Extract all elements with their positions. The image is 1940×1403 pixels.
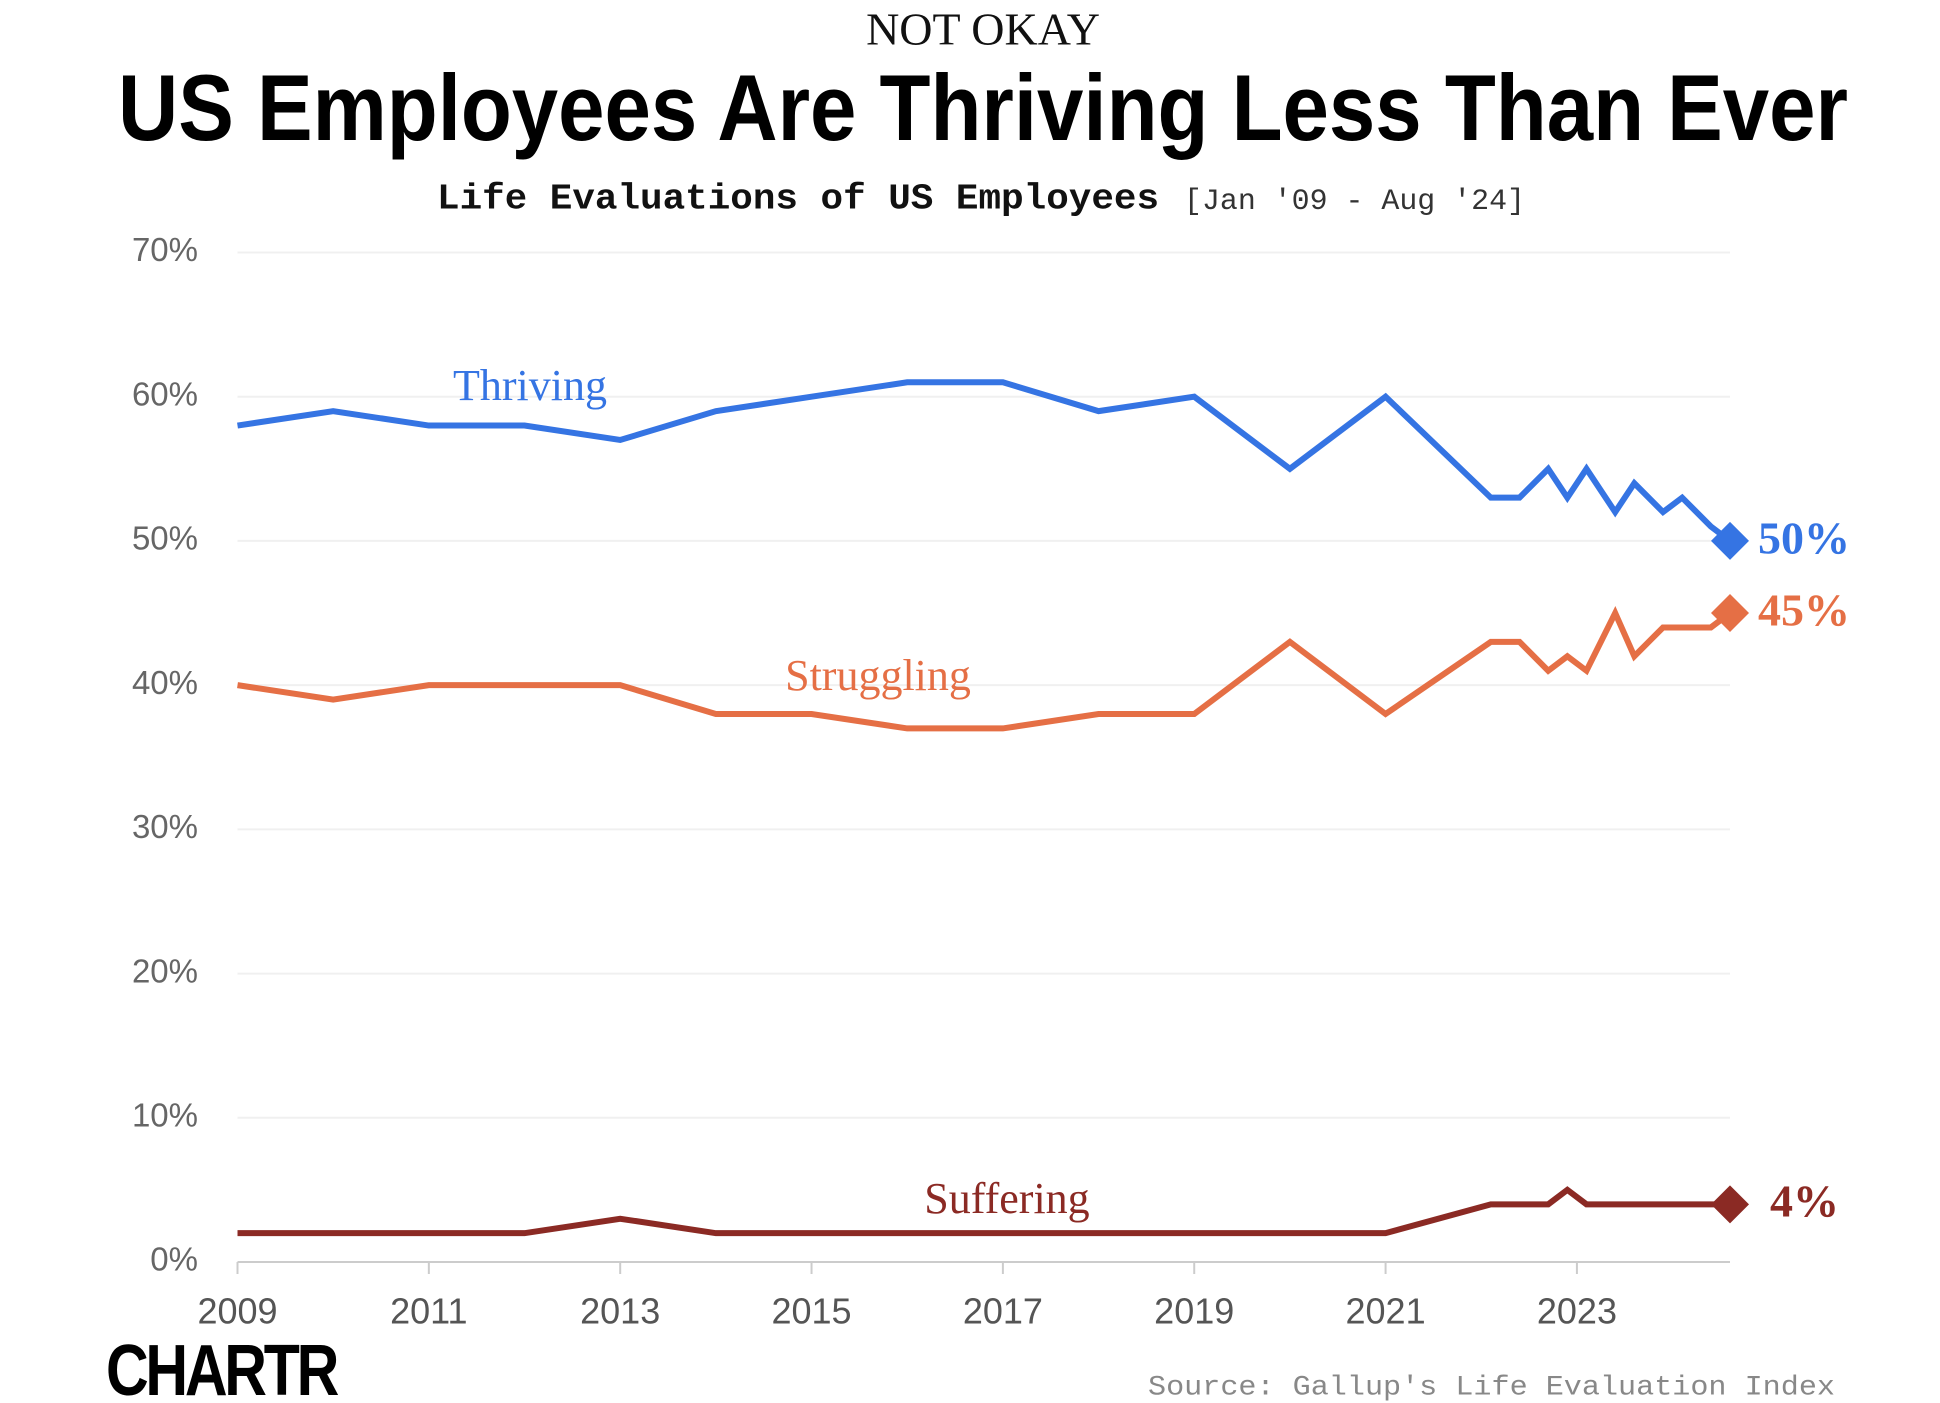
x-tick-label: 2011 [390, 1291, 467, 1332]
source: Source: Gallup's Life Evaluation Index [1148, 1372, 1835, 1403]
end-label: 50% [1758, 513, 1850, 564]
series-label: Thriving [453, 361, 607, 410]
x-tick-label: 2017 [963, 1291, 1043, 1332]
x-tick-label: 2015 [771, 1291, 851, 1332]
end-marker [1711, 521, 1749, 560]
end-label: 4% [1770, 1176, 1839, 1227]
x-tick-label: 2023 [1537, 1291, 1617, 1332]
logo: CHARTR [106, 1331, 338, 1403]
end-label: 45% [1758, 585, 1850, 636]
series-label: Suffering [924, 1174, 1089, 1223]
y-tick-label: 20% [132, 952, 198, 989]
end-marker [1711, 1185, 1749, 1224]
y-tick-label: 50% [132, 520, 198, 557]
kicker: NOT OKAY [866, 4, 1100, 55]
chart-subtitle: Life Evaluations of US Employees [437, 179, 1159, 220]
end-marker [1711, 594, 1749, 633]
y-tick-label: 10% [132, 1097, 198, 1134]
x-tick-label: 2021 [1346, 1291, 1426, 1332]
y-tick-label: 60% [132, 375, 198, 412]
y-tick-label: 40% [132, 664, 198, 701]
x-tick-label: 2013 [580, 1291, 660, 1332]
y-tick-label: 30% [132, 808, 198, 845]
date-range: [Jan '09 - Aug '24] [1184, 185, 1525, 219]
x-tick-label: 2009 [197, 1291, 277, 1332]
series-line [237, 605, 1732, 732]
series-line [237, 1186, 1730, 1237]
y-tick-label: 70% [132, 231, 198, 268]
series-line [237, 379, 1732, 544]
chart-title: US Employees Are Thriving Less Than Ever [118, 55, 1848, 160]
series-label: Struggling [785, 651, 971, 700]
y-tick-label: 0% [150, 1241, 198, 1278]
x-tick-label: 2019 [1154, 1291, 1234, 1332]
